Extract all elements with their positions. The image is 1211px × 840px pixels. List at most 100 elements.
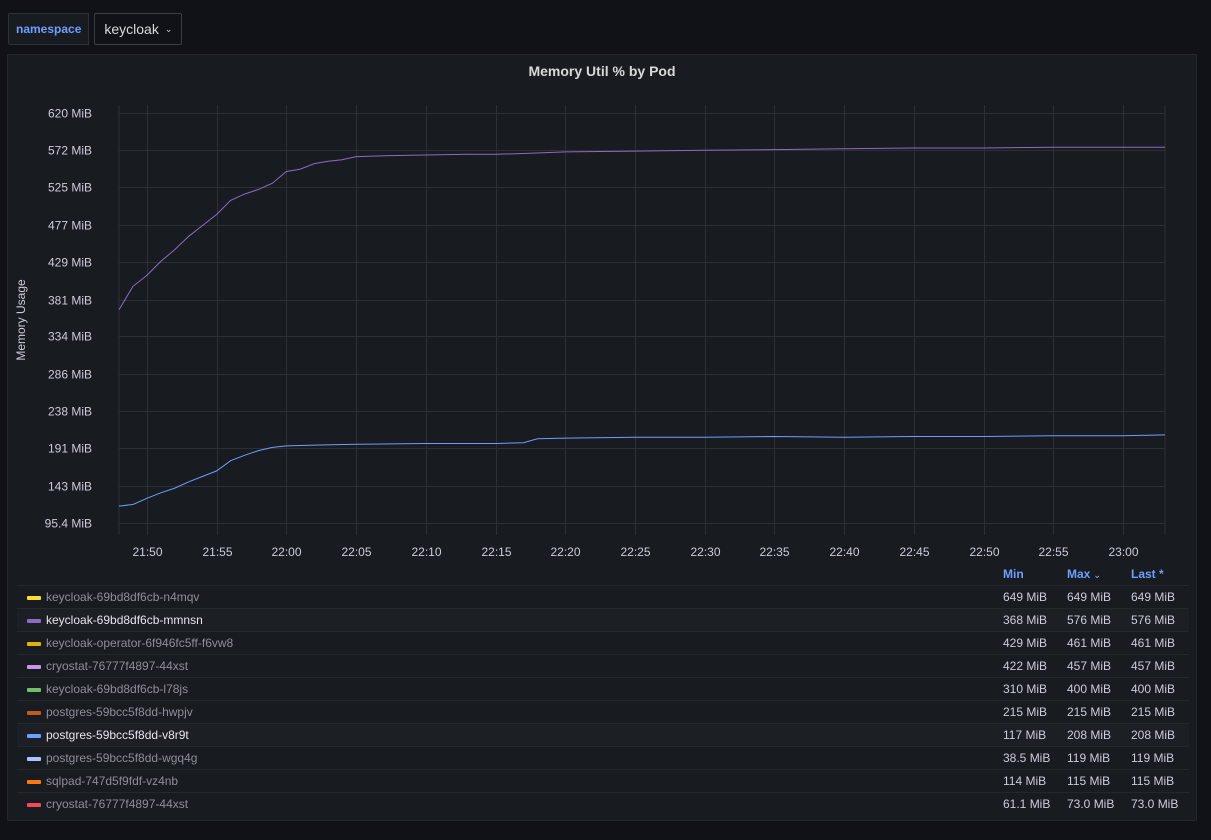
legend-series-name[interactable]: postgres-59bcc5f8dd-hwpjv <box>46 705 193 719</box>
legend-value-min: 368 MiB <box>1003 613 1048 627</box>
x-tick-label: 22:15 <box>481 545 511 559</box>
x-tick-label: 22:20 <box>550 545 580 559</box>
legend-value-last: 461 MiB <box>1131 636 1176 650</box>
legend-color-swatch[interactable] <box>27 711 41 715</box>
legend-value-min: 61.1 MiB <box>1003 797 1051 811</box>
legend-color-swatch[interactable] <box>27 642 41 646</box>
x-tick-label: 21:50 <box>132 545 162 559</box>
legend-row[interactable]: keycloak-69bd8df6cb-l78js 310 MiB 400 MiB 4… <box>17 677 1189 700</box>
legend-value-last: 400 MiB <box>1131 682 1176 696</box>
legend-row[interactable]: cryostat-76777f4897-44xst 61.1 MiB 73.0 Mi… <box>17 792 1189 815</box>
y-tick-label: 381 MiB <box>48 294 92 308</box>
legend-series-name[interactable]: postgres-59bcc5f8dd-wgq4g <box>46 751 198 765</box>
namespace-variable-label: namespace <box>8 13 90 45</box>
x-tick-label: 22:45 <box>899 545 929 559</box>
legend-header-min[interactable]: Min <box>1003 567 1024 581</box>
x-tick-label: 23:00 <box>1108 545 1138 559</box>
variable-bar: namespace keycloak ⌄ <box>8 13 183 45</box>
legend-value-max: 115 MiB <box>1067 774 1111 788</box>
legend-color-swatch[interactable] <box>27 665 41 669</box>
legend-value-min: 649 MiB <box>1003 590 1048 604</box>
y-tick-label: 477 MiB <box>48 219 92 233</box>
legend-series-name[interactable]: sqlpad-747d5f9fdf-vz4nb <box>46 774 179 788</box>
series-line-keycloak-69bd8df6cb-mmnsn[interactable] <box>118 146 1165 311</box>
x-tick-label: 22:00 <box>271 545 301 559</box>
legend-row[interactable]: cryostat-76777f4897-44xst 422 MiB 457 MiB 4… <box>17 654 1189 677</box>
legend-color-swatch[interactable] <box>27 734 41 738</box>
x-tick-label: 22:40 <box>829 545 859 559</box>
y-tick-label: 238 MiB <box>48 405 92 419</box>
legend-header-max-label: Max <box>1067 567 1091 581</box>
legend-color-swatch[interactable] <box>27 757 41 761</box>
y-tick-label: 334 MiB <box>48 330 92 344</box>
y-tick-label: 286 MiB <box>48 368 92 382</box>
legend-value-min: 117 MiB <box>1003 728 1047 742</box>
legend-value-max: 119 MiB <box>1067 751 1111 765</box>
legend-series-name[interactable]: keycloak-69bd8df6cb-mmnsn <box>46 613 203 627</box>
legend-color-swatch[interactable] <box>27 780 41 784</box>
legend-value-last: 115 MiB <box>1131 774 1175 788</box>
legend-value-min: 114 MiB <box>1003 774 1047 788</box>
legend-color-swatch[interactable] <box>27 619 41 623</box>
y-tick-label: 95.4 MiB <box>45 517 92 531</box>
series-line-postgres-59bcc5f8dd-v8r9t[interactable] <box>118 434 1166 507</box>
legend-header: Min Max ⌄ Last * <box>17 565 1189 585</box>
legend-value-min: 310 MiB <box>1003 682 1048 696</box>
legend-series-name[interactable]: keycloak-69bd8df6cb-n4mqv <box>46 590 200 604</box>
x-tick-label: 22:10 <box>411 545 441 559</box>
y-tick-label: 429 MiB <box>48 256 92 270</box>
legend-value-min: 38.5 MiB <box>1003 751 1051 765</box>
legend-value-max: 576 MiB <box>1067 613 1112 627</box>
legend-table: Min Max ⌄ Last * keycloak-69bd8df6cb-n4mq… <box>17 565 1189 815</box>
memory-chart: 95.4 MiB 143 MiB 191 MiB 238 MiB 286 MiB 334 … <box>14 105 1166 559</box>
chevron-down-icon: ⌄ <box>164 24 173 34</box>
legend-value-last: 73.0 MiB <box>1131 797 1179 811</box>
legend-header-max[interactable]: Max ⌄ <box>1067 567 1101 581</box>
legend-value-last: 457 MiB <box>1131 659 1176 673</box>
chevron-down-icon: ⌄ <box>1093 570 1101 580</box>
legend-value-max: 400 MiB <box>1067 682 1112 696</box>
y-tick-label: 143 MiB <box>48 480 92 494</box>
legend-series-name[interactable]: cryostat-76777f4897-44xst <box>46 659 189 673</box>
legend-value-min: 429 MiB <box>1003 636 1048 650</box>
legend-value-min: 215 MiB <box>1003 705 1048 719</box>
y-tick-label: 191 MiB <box>48 442 92 456</box>
y-tick-label: 525 MiB <box>48 181 92 195</box>
legend-row[interactable]: keycloak-operator-6f946fc5ff-f6vw8 429 Mi… <box>17 631 1189 654</box>
legend-series-name[interactable]: keycloak-69bd8df6cb-l78js <box>46 682 189 696</box>
legend-color-swatch[interactable] <box>27 596 41 600</box>
legend-header-last[interactable]: Last * <box>1131 567 1164 581</box>
y-axis-label: Memory Usage <box>14 279 28 361</box>
legend-row[interactable]: keycloak-69bd8df6cb-n4mqv 649 MiB 649 MiB 6… <box>17 585 1189 608</box>
namespace-select-value: keycloak <box>104 21 159 37</box>
legend-color-swatch[interactable] <box>27 688 41 692</box>
legend-rows: keycloak-69bd8df6cb-n4mqv 649 MiB 649 MiB 6… <box>17 585 1189 815</box>
legend-row[interactable]: postgres-59bcc5f8dd-wgq4g 38.5 MiB 119 MiB… <box>17 746 1189 769</box>
legend-value-last: 208 MiB <box>1131 728 1176 742</box>
legend-series-name[interactable]: postgres-59bcc5f8dd-v8r9t <box>46 728 189 742</box>
legend-value-last: 119 MiB <box>1131 751 1175 765</box>
legend-value-last: 576 MiB <box>1131 613 1176 627</box>
legend-value-max: 457 MiB <box>1067 659 1112 673</box>
x-tick-label: 22:35 <box>759 545 789 559</box>
legend-value-max: 649 MiB <box>1067 590 1112 604</box>
legend-value-max: 73.0 MiB <box>1067 797 1115 811</box>
legend-series-name[interactable]: keycloak-operator-6f946fc5ff-f6vw8 <box>46 636 234 650</box>
x-tick-label: 22:30 <box>690 545 720 559</box>
x-tick-label: 22:05 <box>341 545 371 559</box>
legend-value-last: 649 MiB <box>1131 590 1176 604</box>
y-tick-label: 620 MiB <box>48 107 92 121</box>
legend-row[interactable]: sqlpad-747d5f9fdf-vz4nb 114 MiB 115 MiB 115… <box>17 769 1189 792</box>
x-tick-label: 22:55 <box>1038 545 1068 559</box>
namespace-select[interactable]: keycloak ⌄ <box>94 13 183 45</box>
legend-color-swatch[interactable] <box>27 803 41 807</box>
legend-value-min: 422 MiB <box>1003 659 1048 673</box>
legend-series-name[interactable]: cryostat-76777f4897-44xst <box>46 797 189 811</box>
x-tick-label: 21:55 <box>202 545 232 559</box>
legend-row[interactable]: keycloak-69bd8df6cb-mmnsn 368 MiB 576 MiB 5… <box>17 608 1189 631</box>
legend-value-max: 215 MiB <box>1067 705 1112 719</box>
legend-row[interactable]: postgres-59bcc5f8dd-v8r9t 117 MiB 208 MiB 2… <box>17 723 1189 746</box>
legend-row[interactable]: postgres-59bcc5f8dd-hwpjv 215 MiB 215 MiB 2… <box>17 700 1189 723</box>
panel-title[interactable]: Memory Util % by Pod <box>528 63 676 79</box>
memory-panel: Memory Util % by Pod 95.4 MiB 143 MiB 191 … <box>7 54 1197 821</box>
